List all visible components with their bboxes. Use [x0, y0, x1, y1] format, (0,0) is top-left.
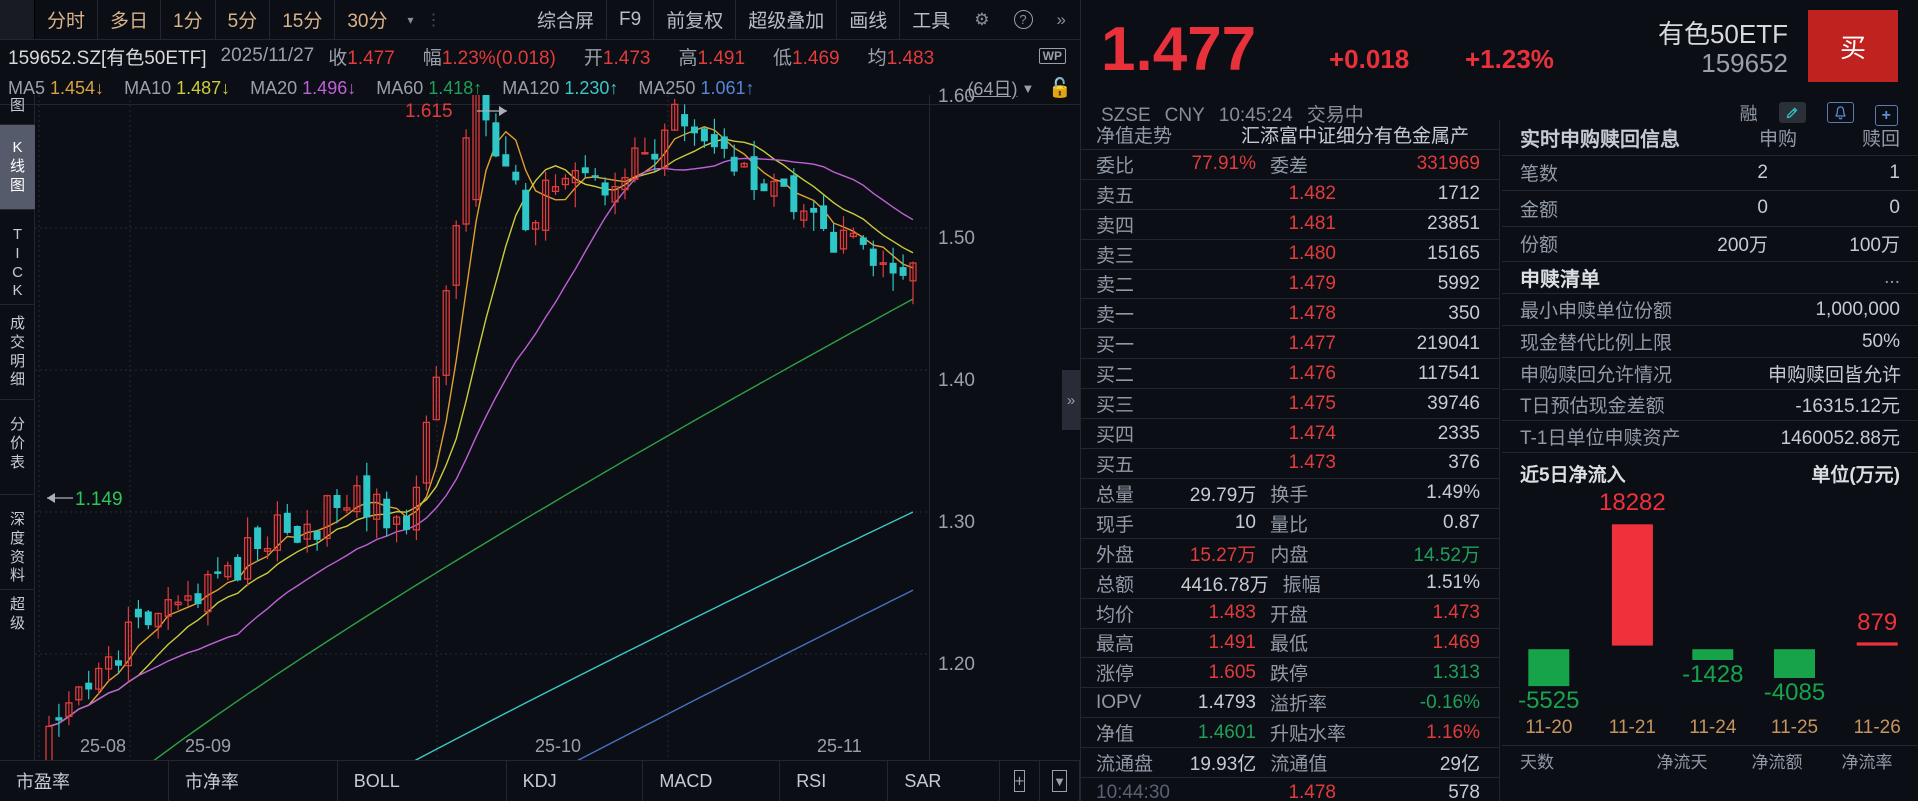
svg-text:879: 879 — [1857, 609, 1897, 636]
svg-text:-5525: -5525 — [1518, 687, 1579, 714]
svg-text:1.615: 1.615 — [405, 101, 453, 122]
svg-text:18282: 18282 — [1599, 489, 1666, 516]
svg-text:1.149: 1.149 — [75, 489, 123, 510]
svg-text:-4085: -4085 — [1764, 679, 1825, 706]
svg-text:-1428: -1428 — [1682, 661, 1743, 688]
